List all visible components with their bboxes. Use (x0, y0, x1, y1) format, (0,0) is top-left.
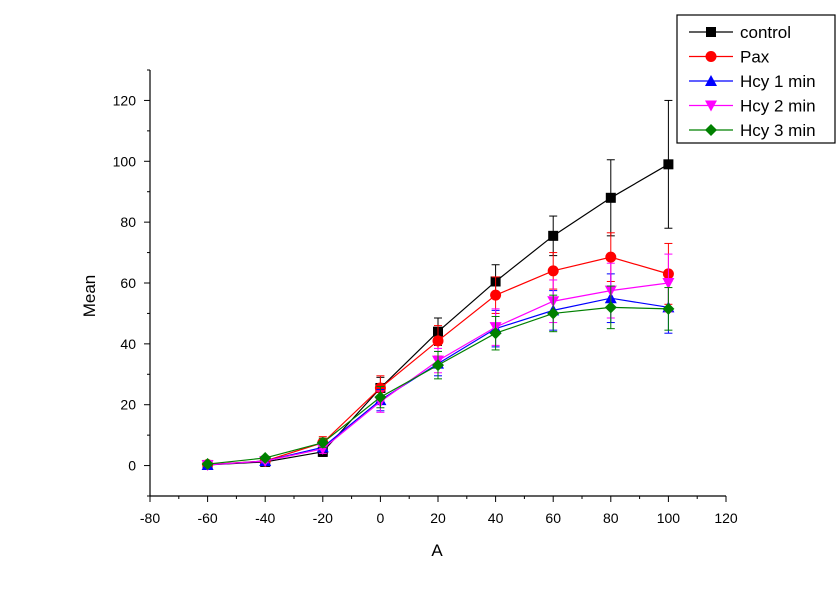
data-point (259, 451, 272, 464)
data-point (547, 307, 560, 320)
legend: control Pax Hcy 1 min Hcy 2 min Hcy 3 min (676, 14, 836, 144)
legend-box (676, 14, 836, 144)
series-layer (201, 99, 675, 471)
data-point (374, 391, 387, 404)
y-tick-label: 40 (120, 336, 136, 352)
data-point (605, 192, 616, 203)
series-line (207, 163, 669, 466)
x-tick-label: 40 (488, 510, 504, 526)
series-hcy-3-min (201, 285, 675, 471)
y-tick-label: 100 (113, 153, 137, 169)
legend-marker (706, 27, 716, 37)
y-tick-label: 120 (113, 92, 137, 108)
x-tick-label: 20 (430, 510, 446, 526)
data-point (316, 443, 329, 455)
x-tick-label: 80 (603, 510, 619, 526)
x-tick-label: 100 (657, 510, 681, 526)
legend-marker (705, 100, 717, 112)
legend-marker (705, 75, 717, 86)
y-tick-label: 20 (120, 397, 136, 413)
data-point (489, 327, 502, 340)
legend-label: Pax (740, 48, 770, 67)
legend-label: Hcy 2 min (740, 97, 816, 116)
x-axis-title: A (431, 541, 443, 560)
x-tick-label: -20 (313, 510, 333, 526)
x-tick-label: 0 (377, 510, 385, 526)
data-point (547, 265, 559, 277)
data-point (548, 230, 559, 241)
data-point (662, 302, 675, 315)
x-tick-label: -40 (255, 510, 275, 526)
data-point (663, 159, 674, 170)
data-point (604, 301, 617, 314)
data-point (490, 289, 502, 301)
legend-marker (705, 124, 717, 136)
x-tick-label: -60 (197, 510, 217, 526)
legend-label: Hcy 1 min (740, 72, 816, 91)
data-point (662, 278, 675, 289)
y-tick-label: 80 (120, 214, 136, 230)
legend-label: Hcy 3 min (740, 121, 816, 140)
x-tick-label: -80 (140, 510, 160, 526)
data-point (432, 359, 444, 372)
data-point (201, 458, 214, 471)
x-tick-label: 120 (714, 510, 738, 526)
data-point (316, 436, 329, 449)
y-tick-label: 60 (120, 275, 136, 291)
axes: -80 -60 -40 -20 0 20 40 60 80 100 120 0 20 40 60 80 100 1… (113, 69, 738, 526)
data-point (432, 335, 444, 347)
legend-marker (705, 51, 717, 62)
x-tick-label: 60 (545, 510, 561, 526)
y-axis-title: Mean (80, 275, 99, 318)
data-point (605, 251, 617, 263)
y-tick-label: 0 (128, 458, 136, 474)
legend-label: control (740, 23, 791, 42)
series-control (202, 99, 674, 470)
